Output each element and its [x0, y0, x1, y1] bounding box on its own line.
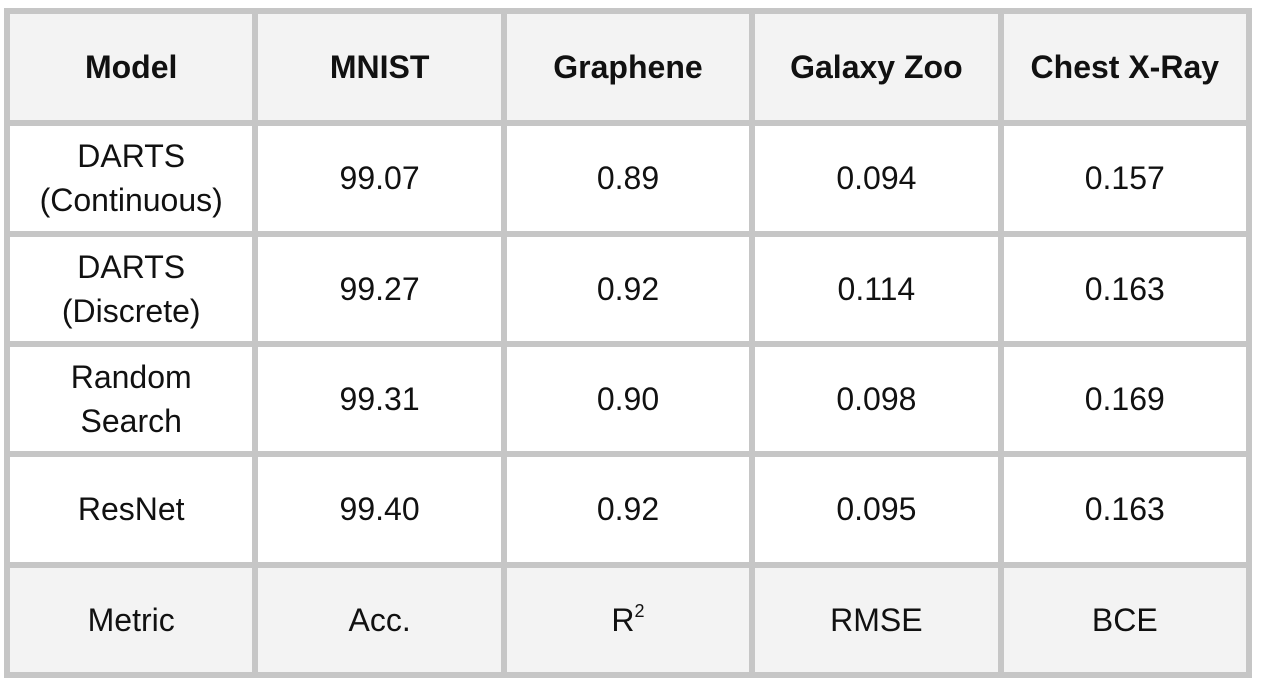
header-row: Model MNIST Graphene Galaxy Zoo Chest X-… [10, 14, 1246, 121]
value-cell: 99.27 [258, 236, 501, 341]
value-cell: 0.169 [1003, 346, 1246, 452]
header-model: Model [10, 14, 253, 121]
model-name-cell: Random Search [10, 346, 253, 452]
metric-bce: BCE [1003, 567, 1246, 672]
header-mnist: MNIST [258, 14, 501, 121]
metric-label: Metric [10, 567, 253, 672]
header-galaxy-zoo: Galaxy Zoo [755, 14, 998, 121]
metric-r-base: R [611, 601, 635, 638]
results-table: Model MNIST Graphene Galaxy Zoo Chest X-… [4, 8, 1252, 678]
model-name-cell: ResNet [10, 457, 253, 562]
model-name-cell: DARTS (Continuous) [10, 126, 253, 231]
value-cell: 0.163 [1003, 236, 1246, 341]
metric-r-squared: R2 [506, 567, 750, 672]
value-cell: 0.157 [1003, 126, 1246, 231]
value-cell: 0.163 [1003, 457, 1246, 562]
value-cell: 0.92 [506, 457, 750, 562]
table-row: Random Search 99.31 0.90 0.098 0.169 [10, 346, 1246, 452]
table-row: DARTS (Continuous) 99.07 0.89 0.094 0.15… [10, 126, 1246, 231]
value-cell: 0.095 [755, 457, 998, 562]
value-cell: 99.31 [258, 346, 501, 452]
metric-row: Metric Acc. R2 RMSE BCE [10, 567, 1246, 672]
value-cell: 0.92 [506, 236, 750, 341]
metric-rmse: RMSE [755, 567, 998, 672]
value-cell: 0.098 [755, 346, 998, 452]
header-graphene: Graphene [506, 14, 750, 121]
value-cell: 99.40 [258, 457, 501, 562]
value-cell: 0.90 [506, 346, 750, 452]
value-cell: 0.094 [755, 126, 998, 231]
metric-accuracy: Acc. [258, 567, 501, 672]
value-cell: 0.89 [506, 126, 750, 231]
header-chest-xray: Chest X-Ray [1003, 14, 1246, 121]
table-row: ResNet 99.40 0.92 0.095 0.163 [10, 457, 1246, 562]
model-name-cell: DARTS (Discrete) [10, 236, 253, 341]
metric-r-superscript: 2 [634, 600, 645, 621]
value-cell: 99.07 [258, 126, 501, 231]
value-cell: 0.114 [755, 236, 998, 341]
table-row: DARTS (Discrete) 99.27 0.92 0.114 0.163 [10, 236, 1246, 341]
